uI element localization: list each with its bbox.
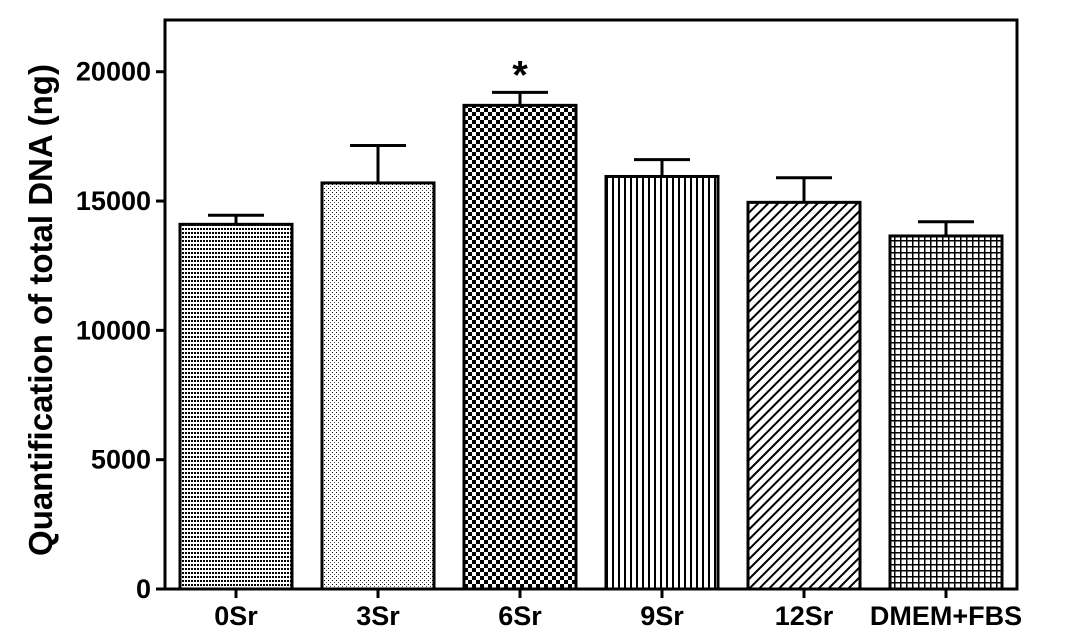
x-tick-label-9sr: 9Sr [640, 601, 684, 631]
significance-marker: * [512, 53, 528, 97]
y-tick-label-5000: 5000 [91, 445, 151, 475]
y-tick-label-10000: 10000 [76, 315, 151, 345]
x-tick-label-12sr: 12Sr [775, 601, 834, 631]
x-tick-label-0sr: 0Sr [214, 601, 258, 631]
x-tick-label-3sr: 3Sr [356, 601, 400, 631]
bar-3sr [320, 181, 436, 591]
plot-frame [163, 18, 1019, 591]
y-tick-label-15000: 15000 [76, 186, 151, 216]
bar-9sr [604, 174, 720, 591]
annotations-layer: * [512, 53, 528, 97]
x-axis: 0Sr 3Sr 6Sr 9Sr 12Sr DMEM+FBS [214, 589, 1022, 631]
x-tick-label-dmem-fbs: DMEM+FBS [870, 601, 1022, 631]
x-tick-label-6sr: 6Sr [498, 601, 542, 631]
bar-12sr [746, 200, 862, 591]
y-axis: 0 5000 10000 15000 20000 [76, 57, 165, 604]
y-tick-label-20000: 20000 [76, 57, 151, 87]
bar-dmem-fbs [888, 234, 1004, 591]
y-axis-label: Quantification of total DNA (ng) [22, 64, 59, 556]
bar-6sr [462, 103, 578, 591]
bars-layer [178, 103, 1004, 591]
bar-0sr [178, 222, 294, 591]
error-bars-layer [208, 90, 974, 236]
y-tick-label-0: 0 [136, 574, 151, 604]
